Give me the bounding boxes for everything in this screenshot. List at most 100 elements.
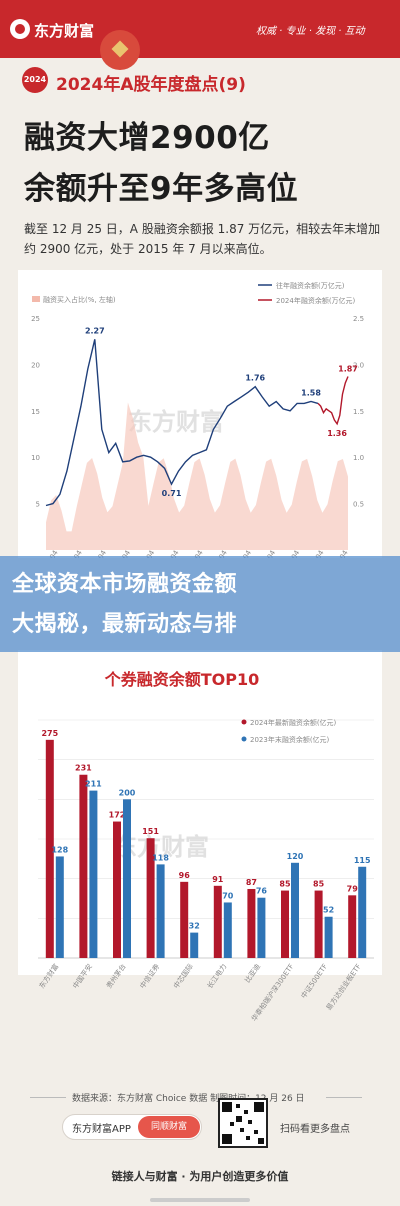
qr-code-icon[interactable] <box>218 1098 268 1148</box>
summary-text: 截至 12 月 25 日，A 股融资余额报 1.87 万亿元，相较去年末增加约 … <box>24 222 381 256</box>
headline-line-2: 余额升至9年多高位 <box>24 171 299 207</box>
eastmoney-logo-icon <box>10 19 30 39</box>
margin-balance-line-chart: 25 20 15 10 5 2.5 2.0 1.5 1.0 0.5 融资买入占比(%, 左轴) 往年融… <box>31 281 364 558</box>
bar-2024 <box>348 895 357 958</box>
data-label: 1.76 <box>245 374 265 383</box>
bar-value-label: 91 <box>212 875 224 884</box>
top10-chart-title: 个券融资余额TOP10 <box>104 670 260 689</box>
qr-module <box>254 1130 258 1134</box>
bar-2023 <box>190 932 199 958</box>
bar-value-label: 211 <box>85 780 102 789</box>
bar-value-label: 151 <box>142 827 159 836</box>
headline-line-1: 融资大增2900亿 <box>24 120 270 156</box>
data-label: 1.58 <box>301 389 321 398</box>
legend-label-past: 往年融资余额(万亿元) <box>276 281 345 290</box>
bar-2024 <box>281 890 289 958</box>
top10-chart-card <box>18 650 382 835</box>
bar-value-label: 120 <box>287 852 304 861</box>
decorative-coin-icon <box>100 30 140 70</box>
x-axis-category: 比亚迪 <box>243 962 262 984</box>
top-banner <box>0 0 400 58</box>
left-axis-tick: 15 <box>31 408 40 416</box>
top10-bar-chart: 2024年最新融资余额(亿元)2023年末融资余额(亿元)东方财富275128东… <box>37 718 374 1023</box>
brand-name: 东方财富 <box>34 22 95 40</box>
open-app-button[interactable]: 同顺财富 <box>138 1116 200 1138</box>
qr-module <box>230 1122 234 1126</box>
bar-2023 <box>358 866 367 958</box>
x-axis-category: 中芯国际 <box>171 962 194 990</box>
series-past-line <box>45 339 319 507</box>
qr-module <box>236 1116 242 1122</box>
qr-caption: 扫码看更多盘点 <box>280 1124 350 1135</box>
right-axis-tick: 1.5 <box>353 408 364 416</box>
data-label: 2.27 <box>85 326 105 335</box>
bar-2023 <box>156 864 165 958</box>
article-title-overlay[interactable] <box>0 556 400 652</box>
bar-value-label: 118 <box>152 853 169 862</box>
header-slogan: 权威 · 专业 · 发现 · 互动 <box>256 26 365 37</box>
qr-module <box>248 1120 252 1124</box>
x-axis-category: 中信证券 <box>138 962 161 990</box>
right-axis-tick: 0.5 <box>353 501 364 509</box>
x-axis-category: 中证500ETF <box>299 962 329 1000</box>
bar-2023 <box>324 916 333 958</box>
ratio-area <box>46 402 348 550</box>
bar-2024 <box>180 881 189 958</box>
qr-module <box>236 1104 240 1108</box>
source-divider-left <box>30 1097 66 1098</box>
left-axis-tick: 10 <box>31 454 40 462</box>
bar-2023 <box>55 856 64 958</box>
legend-label: 2024年最新融资余额(亿元) <box>250 718 337 727</box>
bar-2023 <box>291 862 299 958</box>
bar-2024 <box>314 890 323 958</box>
data-label: 0.71 <box>162 489 182 498</box>
bar-2023 <box>89 790 98 958</box>
data-label: 1.87 <box>338 364 358 373</box>
bar-2023 <box>123 799 131 958</box>
right-axis-tick: 2.5 <box>353 315 364 323</box>
bar-2023 <box>223 902 232 958</box>
bar-2024 <box>79 774 88 958</box>
x-axis-category: 贵州茅台 <box>104 962 127 990</box>
bar-value-label: 128 <box>51 845 68 854</box>
qr-module <box>222 1102 232 1112</box>
home-indicator <box>150 1198 250 1202</box>
left-axis-tick: 20 <box>31 361 40 369</box>
x-axis-category: 易方达创业板ETF <box>324 962 363 1012</box>
bar-2024 <box>213 885 222 958</box>
bar-value-label: 200 <box>119 788 136 797</box>
qr-module <box>258 1138 264 1144</box>
bar-value-label: 76 <box>256 887 268 896</box>
bar-value-label: 115 <box>354 856 371 865</box>
bar-value-label: 96 <box>179 871 191 880</box>
app-name-label: 东方财富APP <box>72 1124 131 1135</box>
qr-module <box>246 1136 250 1140</box>
left-axis-tick: 25 <box>31 315 40 323</box>
bar-2024 <box>113 821 121 958</box>
x-axis-category: 东方财富 <box>37 962 60 990</box>
bar-value-label: 52 <box>323 906 334 915</box>
qr-module <box>244 1110 248 1114</box>
legend-label-ratio: 融资买入占比(%, 左轴) <box>43 295 116 304</box>
qr-module <box>254 1102 264 1112</box>
bar-2024 <box>146 838 155 958</box>
overlay-title-line-2: 大揭秘，最新动态与排 <box>12 612 238 637</box>
bar-value-label: 172 <box>109 811 126 820</box>
bar-2024 <box>247 888 256 958</box>
bar-2024 <box>45 739 54 958</box>
bar-value-label: 32 <box>189 922 200 931</box>
qr-module <box>222 1134 232 1144</box>
series-subtitle: 2024年A股年度盘点(9) <box>56 75 246 95</box>
legend-label-2024: 2024年融资余额(万亿元) <box>276 296 356 305</box>
qr-module <box>240 1128 244 1132</box>
source-divider-right <box>326 1097 362 1098</box>
legend-label: 2023年末融资余额(亿元) <box>250 735 330 744</box>
legend-swatch-ratio <box>32 296 40 302</box>
data-label: 1.36 <box>327 429 347 438</box>
legend-dot <box>241 736 247 742</box>
year-badge: 2024 <box>22 67 48 93</box>
bar-value-label: 85 <box>313 880 325 889</box>
bar-value-label: 231 <box>75 764 92 773</box>
data-source-note: 数据来源：东方财富 Choice 数据 制图时间：12 月 26 日 <box>72 1094 305 1104</box>
right-axis-tick: 1.0 <box>353 454 364 462</box>
